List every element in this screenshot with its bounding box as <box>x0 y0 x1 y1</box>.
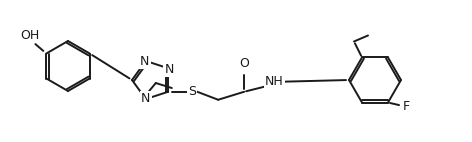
Text: N: N <box>140 56 150 68</box>
Text: N: N <box>141 92 151 105</box>
Text: OH: OH <box>21 29 40 42</box>
Text: O: O <box>239 57 249 70</box>
Text: S: S <box>188 85 196 98</box>
Text: N: N <box>165 63 174 76</box>
Text: NH: NH <box>265 75 284 88</box>
Text: F: F <box>403 100 410 113</box>
